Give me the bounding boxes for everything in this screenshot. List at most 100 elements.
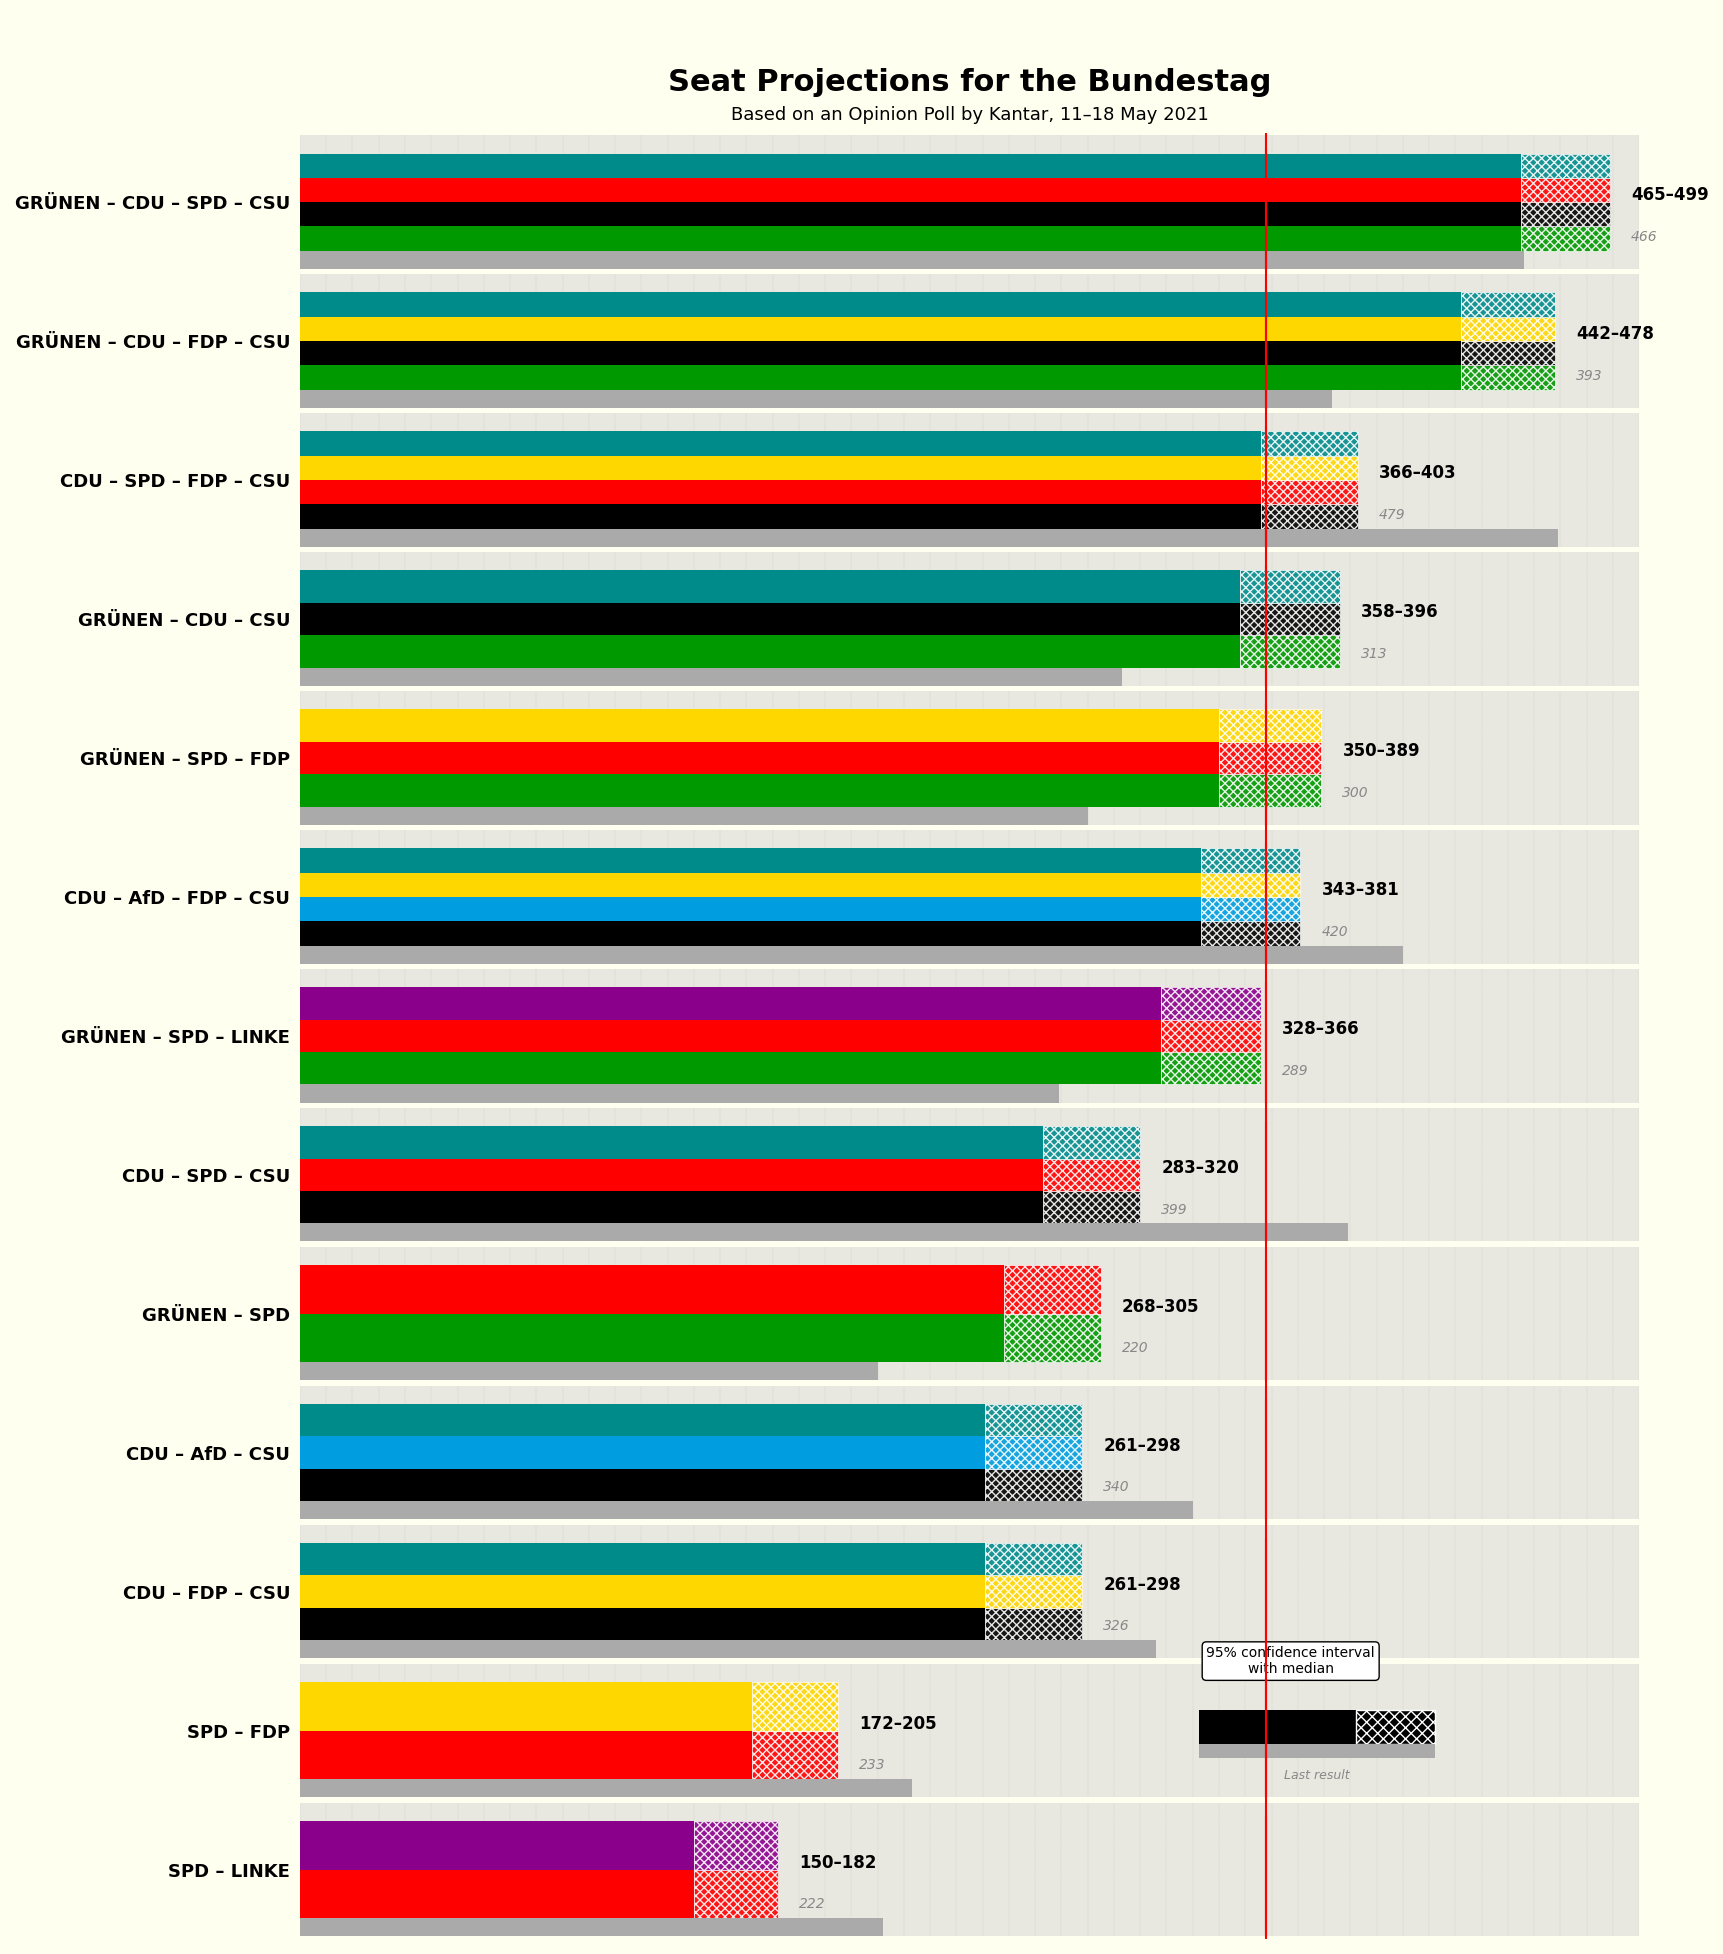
Bar <box>986 1544 1082 1575</box>
Bar <box>986 1575 1082 1608</box>
Text: 172–205: 172–205 <box>858 1714 936 1733</box>
Bar <box>1161 987 1260 1020</box>
Bar <box>300 1313 1003 1362</box>
Bar <box>1356 1710 1434 1745</box>
Bar <box>300 481 1260 504</box>
Bar <box>300 1192 1042 1223</box>
Bar <box>300 873 1199 897</box>
Bar <box>300 530 1558 547</box>
Bar <box>1239 604 1339 635</box>
Bar <box>751 1682 837 1731</box>
Bar <box>300 1436 986 1469</box>
Bar <box>300 774 1218 807</box>
Bar <box>300 1051 1161 1084</box>
Text: 366–403: 366–403 <box>1378 465 1456 483</box>
Bar <box>300 1804 1639 1936</box>
Bar <box>300 807 1087 825</box>
Text: 222: 222 <box>798 1897 825 1911</box>
Bar <box>300 668 1122 686</box>
Bar <box>751 1731 837 1780</box>
Text: 283–320: 283–320 <box>1161 1159 1239 1176</box>
Text: 261–298: 261–298 <box>1103 1436 1180 1454</box>
Bar <box>300 920 1199 946</box>
Bar <box>300 1731 751 1780</box>
Bar <box>300 342 1459 365</box>
Bar <box>300 250 1523 270</box>
Bar <box>300 553 1639 686</box>
Bar <box>693 1821 777 1870</box>
Bar <box>1199 920 1299 946</box>
Bar <box>1197 1745 1434 1759</box>
Text: Last result: Last result <box>1284 1768 1349 1782</box>
Bar <box>1042 1126 1139 1159</box>
Bar <box>300 432 1260 455</box>
Bar <box>300 830 1639 963</box>
Bar <box>300 1870 693 1919</box>
Text: 479: 479 <box>1378 508 1404 522</box>
Bar <box>300 154 1520 178</box>
Bar <box>300 1159 1042 1192</box>
Text: 300: 300 <box>1342 786 1368 799</box>
Text: 220: 220 <box>1122 1342 1148 1356</box>
Bar <box>300 201 1520 227</box>
Text: 466: 466 <box>1630 231 1658 244</box>
Bar <box>300 946 1403 963</box>
Bar <box>1003 1313 1101 1362</box>
Bar <box>1260 504 1358 530</box>
Bar <box>1218 774 1320 807</box>
Text: 268–305: 268–305 <box>1122 1297 1199 1315</box>
Bar <box>300 1544 986 1575</box>
Bar <box>1218 709 1320 743</box>
Bar <box>1218 743 1320 774</box>
Bar <box>1003 1264 1101 1313</box>
Bar <box>300 1362 877 1380</box>
Text: 261–298: 261–298 <box>1103 1575 1180 1594</box>
Bar <box>1520 201 1609 227</box>
Bar <box>300 365 1459 389</box>
Bar <box>300 178 1520 201</box>
Text: 399: 399 <box>1161 1202 1187 1217</box>
Bar <box>300 1020 1161 1051</box>
Bar <box>1199 848 1299 873</box>
Bar <box>300 692 1639 825</box>
Bar <box>1042 1192 1139 1223</box>
Bar <box>1161 1020 1260 1051</box>
Bar <box>300 504 1260 530</box>
Text: 465–499: 465–499 <box>1630 186 1707 205</box>
Bar <box>1520 154 1609 178</box>
Text: 233: 233 <box>858 1759 886 1772</box>
Bar <box>300 1108 1639 1241</box>
Bar <box>300 987 1161 1020</box>
Bar <box>300 1469 986 1501</box>
Bar <box>300 274 1639 408</box>
Text: 289: 289 <box>1282 1063 1308 1077</box>
Bar <box>1520 227 1609 250</box>
Bar <box>300 1919 882 1936</box>
Bar <box>1260 455 1358 481</box>
Bar <box>1199 897 1299 920</box>
Text: 420: 420 <box>1320 924 1347 938</box>
Text: 95% confidence interval
with median: 95% confidence interval with median <box>1206 1645 1375 1677</box>
Bar <box>986 1405 1082 1436</box>
Bar <box>1042 1159 1139 1192</box>
Bar <box>300 1264 1003 1313</box>
Bar <box>1197 1710 1356 1745</box>
Bar <box>300 1405 986 1436</box>
Bar <box>1199 873 1299 897</box>
Bar <box>300 604 1239 635</box>
Bar <box>300 1639 1156 1659</box>
Bar <box>300 1608 986 1639</box>
Bar <box>1459 365 1554 389</box>
Bar <box>300 571 1239 604</box>
Bar <box>300 414 1639 547</box>
Bar <box>300 1780 911 1798</box>
Bar <box>300 1524 1639 1659</box>
Text: 358–396: 358–396 <box>1359 604 1437 621</box>
Bar <box>300 969 1639 1102</box>
Bar <box>300 635 1239 668</box>
Text: 442–478: 442–478 <box>1575 324 1652 344</box>
Bar <box>300 1665 1639 1798</box>
Text: Based on an Opinion Poll by Kantar, 11–18 May 2021: Based on an Opinion Poll by Kantar, 11–1… <box>731 106 1208 123</box>
Text: Seat Projections for the Bundestag: Seat Projections for the Bundestag <box>667 68 1270 96</box>
Text: 328–366: 328–366 <box>1282 1020 1359 1038</box>
